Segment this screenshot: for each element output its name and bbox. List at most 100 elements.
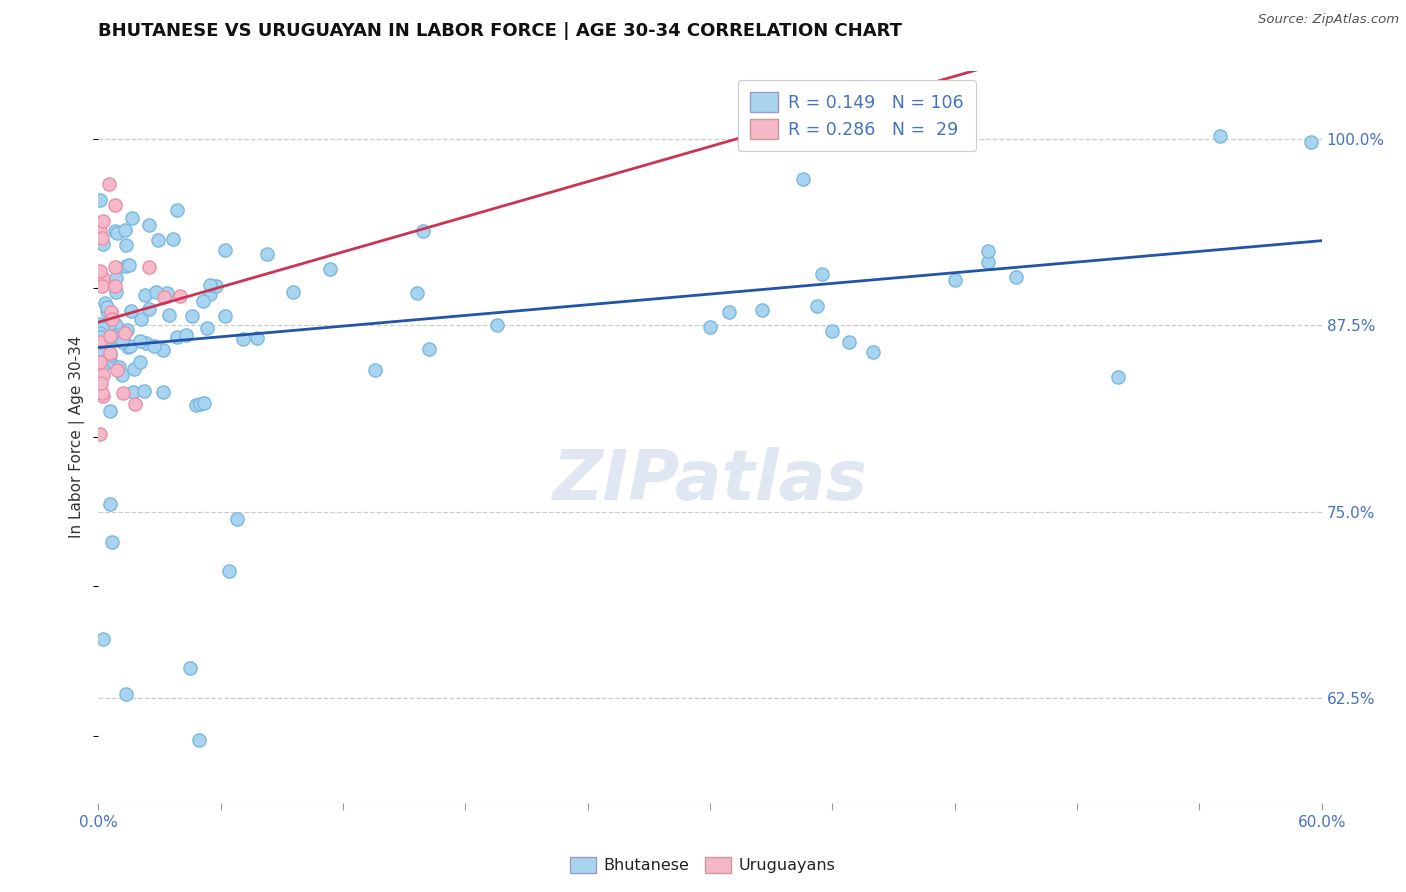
Point [91, 236, 114, 251]
Point [89, 317, 111, 331]
Point [1301, 135, 1323, 149]
Point [129, 355, 152, 369]
Point [101, 328, 124, 343]
Point [111, 368, 134, 383]
Legend: R = 0.149   N = 106, R = 0.286   N =  29: R = 0.149 N = 106, R = 0.286 N = 29 [738, 80, 976, 152]
Point [114, 237, 136, 252]
Point [98, 318, 121, 333]
Point [862, 344, 884, 359]
Point [91, 389, 114, 403]
Point [96, 300, 118, 314]
Point [214, 309, 236, 323]
Point [129, 334, 152, 348]
Point [89, 277, 111, 292]
Point [89, 326, 111, 341]
Point [118, 339, 141, 353]
Text: ZIPatlas: ZIPatlas [553, 448, 868, 515]
Point [319, 262, 342, 277]
Point [111, 386, 134, 401]
Point [105, 261, 128, 276]
Point [146, 233, 169, 247]
Point [198, 278, 221, 293]
Point [91, 271, 114, 285]
Point [166, 202, 188, 217]
Point [226, 512, 249, 526]
Point [232, 332, 254, 346]
Point [977, 255, 1000, 269]
Point [166, 330, 188, 344]
Point [135, 336, 157, 351]
Point [281, 285, 304, 300]
Point [179, 661, 201, 675]
Point [91, 214, 114, 228]
Point [188, 397, 211, 411]
Point [218, 565, 240, 579]
Point [117, 340, 139, 354]
Point [104, 328, 127, 343]
Point [107, 359, 129, 374]
Point [169, 289, 191, 303]
Point [97, 177, 120, 191]
Point [90, 321, 112, 335]
Point [486, 318, 509, 333]
Point [98, 353, 121, 368]
Point [96, 303, 118, 318]
Point [699, 320, 721, 334]
Point [89, 193, 111, 207]
Point [90, 376, 112, 391]
Legend: Bhutanese, Uruguayans: Bhutanese, Uruguayans [564, 850, 842, 880]
Point [145, 285, 167, 300]
Point [98, 328, 121, 343]
Point [134, 287, 156, 301]
Point [89, 377, 111, 392]
Point [104, 198, 127, 212]
Point [104, 285, 127, 299]
Point [197, 321, 219, 335]
Point [104, 318, 127, 333]
Y-axis label: In Labor Force | Age 30-34: In Labor Force | Age 30-34 [69, 335, 86, 539]
Point [104, 279, 127, 293]
Text: BHUTANESE VS URUGUAYAN IN LABOR FORCE | AGE 30-34 CORRELATION CHART: BHUTANESE VS URUGUAYAN IN LABOR FORCE | … [98, 22, 903, 40]
Point [364, 362, 387, 376]
Point [115, 323, 138, 337]
Point [89, 355, 111, 369]
Point [821, 324, 844, 338]
Point [751, 302, 773, 317]
Point [256, 247, 278, 261]
Point [105, 226, 128, 240]
Point [100, 497, 122, 511]
Point [94, 342, 117, 356]
Point [89, 264, 111, 278]
Point [100, 305, 122, 319]
Point [143, 339, 166, 353]
Point [810, 267, 832, 281]
Point [406, 286, 429, 301]
Point [246, 331, 269, 345]
Point [98, 346, 121, 360]
Point [186, 398, 208, 412]
Point [943, 273, 966, 287]
Point [214, 243, 236, 257]
Point [105, 271, 128, 285]
Point [104, 260, 127, 274]
Point [187, 733, 209, 747]
Point [717, 305, 740, 319]
Point [91, 632, 114, 646]
Point [138, 302, 160, 317]
Point [157, 308, 180, 322]
Point [152, 343, 174, 358]
Point [156, 285, 179, 300]
Point [124, 362, 146, 376]
Point [90, 329, 112, 343]
Point [111, 335, 134, 350]
Point [193, 396, 215, 410]
Point [1004, 270, 1026, 285]
Point [89, 372, 111, 386]
Point [105, 363, 128, 377]
Point [89, 224, 111, 238]
Point [174, 328, 197, 343]
Point [412, 224, 434, 238]
Point [89, 335, 111, 350]
Point [103, 333, 125, 347]
Point [1209, 128, 1232, 143]
